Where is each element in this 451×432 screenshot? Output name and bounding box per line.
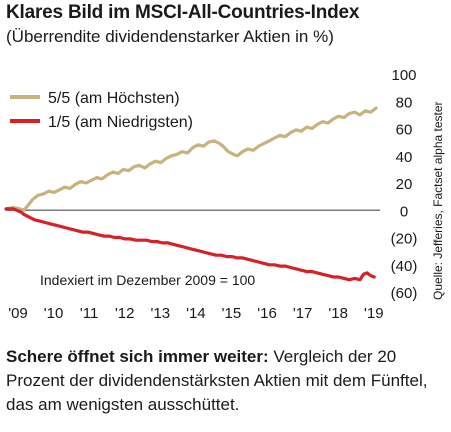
- x-tick-label: '15: [222, 305, 242, 322]
- x-tick-label: '19: [364, 305, 384, 322]
- x-tick-label: '18: [328, 305, 348, 322]
- x-tick-label: '17: [293, 305, 313, 322]
- chart-subtitle: (Überrendite dividendenstarker Aktien in…: [6, 27, 334, 46]
- y-tick-label: (40): [391, 258, 418, 275]
- y-tick-label: 80: [396, 94, 413, 111]
- y-tick-label: 20: [396, 176, 413, 193]
- chart-title: Klares Bild im MSCI-All-Countries-Index: [6, 2, 360, 23]
- caption-bold: Schere öffnet sich immer weiter:: [6, 347, 269, 366]
- series-line-high: [4, 106, 378, 212]
- y-tick-label: (20): [391, 231, 418, 248]
- x-tick-label: '14: [186, 305, 206, 322]
- legend-label: 5/5 (am Höchsten): [48, 90, 180, 107]
- x-tick-label: '11: [80, 305, 98, 322]
- legend-label: 1/5 (am Niedrigsten): [48, 114, 193, 131]
- x-tick-label: '09: [8, 305, 28, 322]
- x-tick-label: '16: [257, 305, 277, 322]
- y-tick-label: 0: [400, 203, 408, 220]
- chart-svg: 100 80 60 40 20 0 (20) (40) (60) '09 '10 '11 '12 '13 '…: [4, 67, 445, 322]
- caption-text: Vergleich der 20 Prozent der dividendens…: [6, 347, 428, 414]
- x-tick-label: '13: [151, 305, 171, 322]
- y-tick-label: 100: [391, 67, 416, 84]
- series-line-low: [4, 207, 376, 282]
- x-tick-label: '12: [115, 305, 135, 322]
- chart-annotation: Indexiert im Dezember 2009 = 100: [40, 272, 255, 288]
- y-tick-label: (60): [391, 285, 418, 302]
- y-tick-label: 40: [396, 149, 413, 166]
- x-tick-label: '10: [44, 305, 64, 322]
- y-tick-label: 60: [396, 122, 413, 139]
- source-note: Quelle: Jefferies, Factset alpha tester: [431, 101, 445, 300]
- caption: Schere öffnet sich immer weiter: Verglei…: [6, 345, 446, 417]
